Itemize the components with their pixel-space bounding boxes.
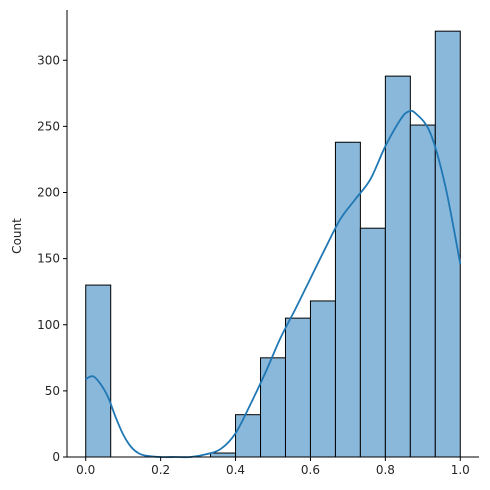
- histogram-bar: [359, 227, 386, 458]
- histogram-bar: [284, 317, 311, 458]
- x-tick-label: 0.8: [376, 463, 395, 477]
- kde-curve: [85, 109, 462, 459]
- histogram-bar: [260, 357, 286, 458]
- histogram-bar: [384, 75, 411, 458]
- x-tick-label: 0.6: [301, 463, 320, 477]
- x-tick-label: 0.4: [226, 463, 245, 477]
- histogram-bar: [85, 284, 112, 458]
- histogram-bar: [309, 300, 336, 458]
- x-tick-label: 1.0: [451, 463, 470, 477]
- histogram-bar: [334, 141, 361, 458]
- x-tick-label: 0.0: [76, 463, 95, 477]
- histogram-bar: [210, 452, 237, 458]
- y-tick-label: 300: [37, 53, 60, 67]
- y-tick-label: 0: [52, 450, 60, 464]
- histogram-bars: [85, 30, 461, 458]
- y-axis-label: Count: [10, 218, 24, 254]
- y-axis-ticks: 0 50 100 150 200 250 300: [37, 53, 67, 464]
- y-tick-label: 250: [37, 119, 60, 133]
- y-tick-label: 200: [37, 186, 60, 200]
- histogram-bar: [235, 414, 262, 458]
- y-tick-label: 50: [45, 384, 60, 398]
- histogram-bar: [409, 124, 436, 458]
- x-tick-label: 0.2: [151, 463, 170, 477]
- x-axis-ticks: 0.0 0.2 0.4 0.6 0.8 1.0: [76, 457, 470, 477]
- y-tick-label: 100: [37, 318, 60, 332]
- y-tick-label: 150: [37, 252, 60, 266]
